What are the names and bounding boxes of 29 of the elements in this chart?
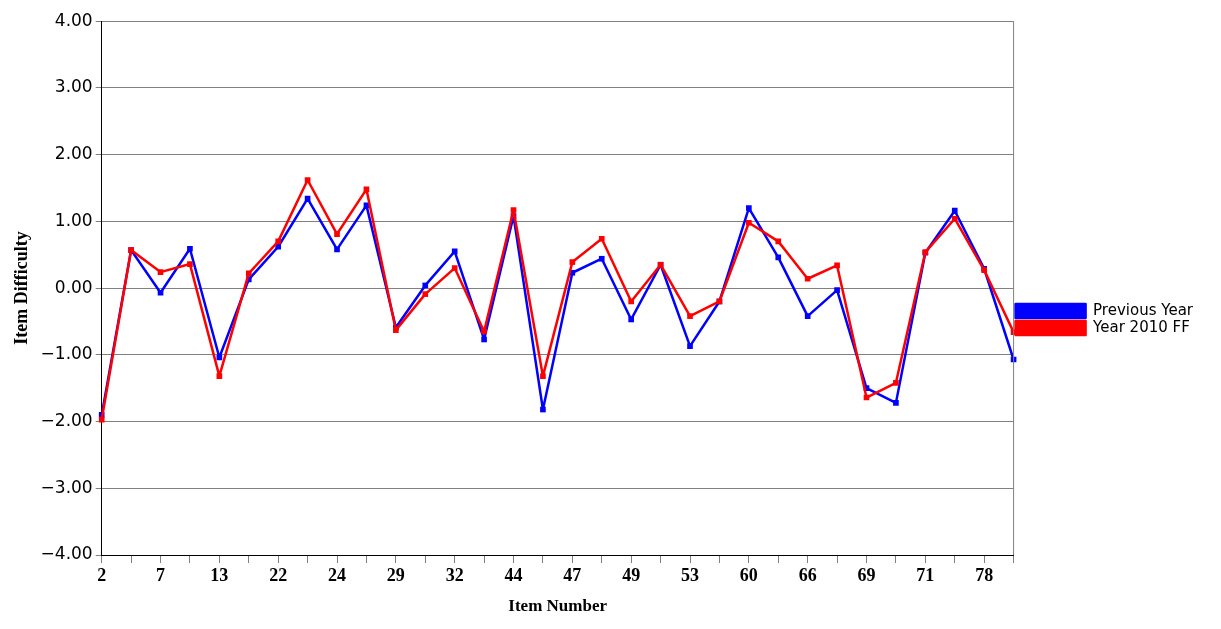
legend-label: Year 2010 FF — [1092, 317, 1190, 336]
x-tick-label: 44 — [504, 565, 523, 586]
x-tick-label: 49 — [622, 565, 641, 586]
x-tick-label: 29 — [386, 565, 405, 586]
x-tick-label: 22 — [269, 565, 288, 586]
x-tick-label: 13 — [210, 565, 229, 586]
y-tick-label: −1.00 — [40, 343, 93, 364]
y-tick-label: −4.00 — [40, 543, 93, 564]
legend-label: Previous Year — [1093, 300, 1194, 319]
x-tick-label: 24 — [328, 565, 347, 586]
x-axis-title: Item Number — [508, 596, 608, 616]
y-tick-label: 3.00 — [54, 76, 93, 97]
y-tick-label: 2.00 — [54, 143, 93, 164]
y-tick-label: 0.00 — [54, 276, 93, 297]
y-tick-label: 4.00 — [54, 9, 93, 30]
x-tick-label: 60 — [739, 565, 758, 586]
y-tick-label: 1.00 — [54, 209, 93, 230]
y-axis-title: Item Difficulty — [11, 231, 32, 345]
x-tick-label: 71 — [916, 565, 935, 586]
x-tick-label: 69 — [857, 565, 876, 586]
x-tick-label: 47 — [563, 565, 582, 586]
x-tick-label: 32 — [445, 565, 464, 586]
x-tick-label: 53 — [681, 565, 700, 586]
x-tick-label: 66 — [798, 565, 817, 586]
y-tick-label: −2.00 — [40, 409, 93, 430]
x-tick-label: 7 — [156, 565, 166, 586]
x-tick-label: 2 — [97, 565, 107, 586]
x-tick-label: 78 — [975, 565, 994, 586]
y-tick-label: −3.00 — [40, 476, 93, 497]
